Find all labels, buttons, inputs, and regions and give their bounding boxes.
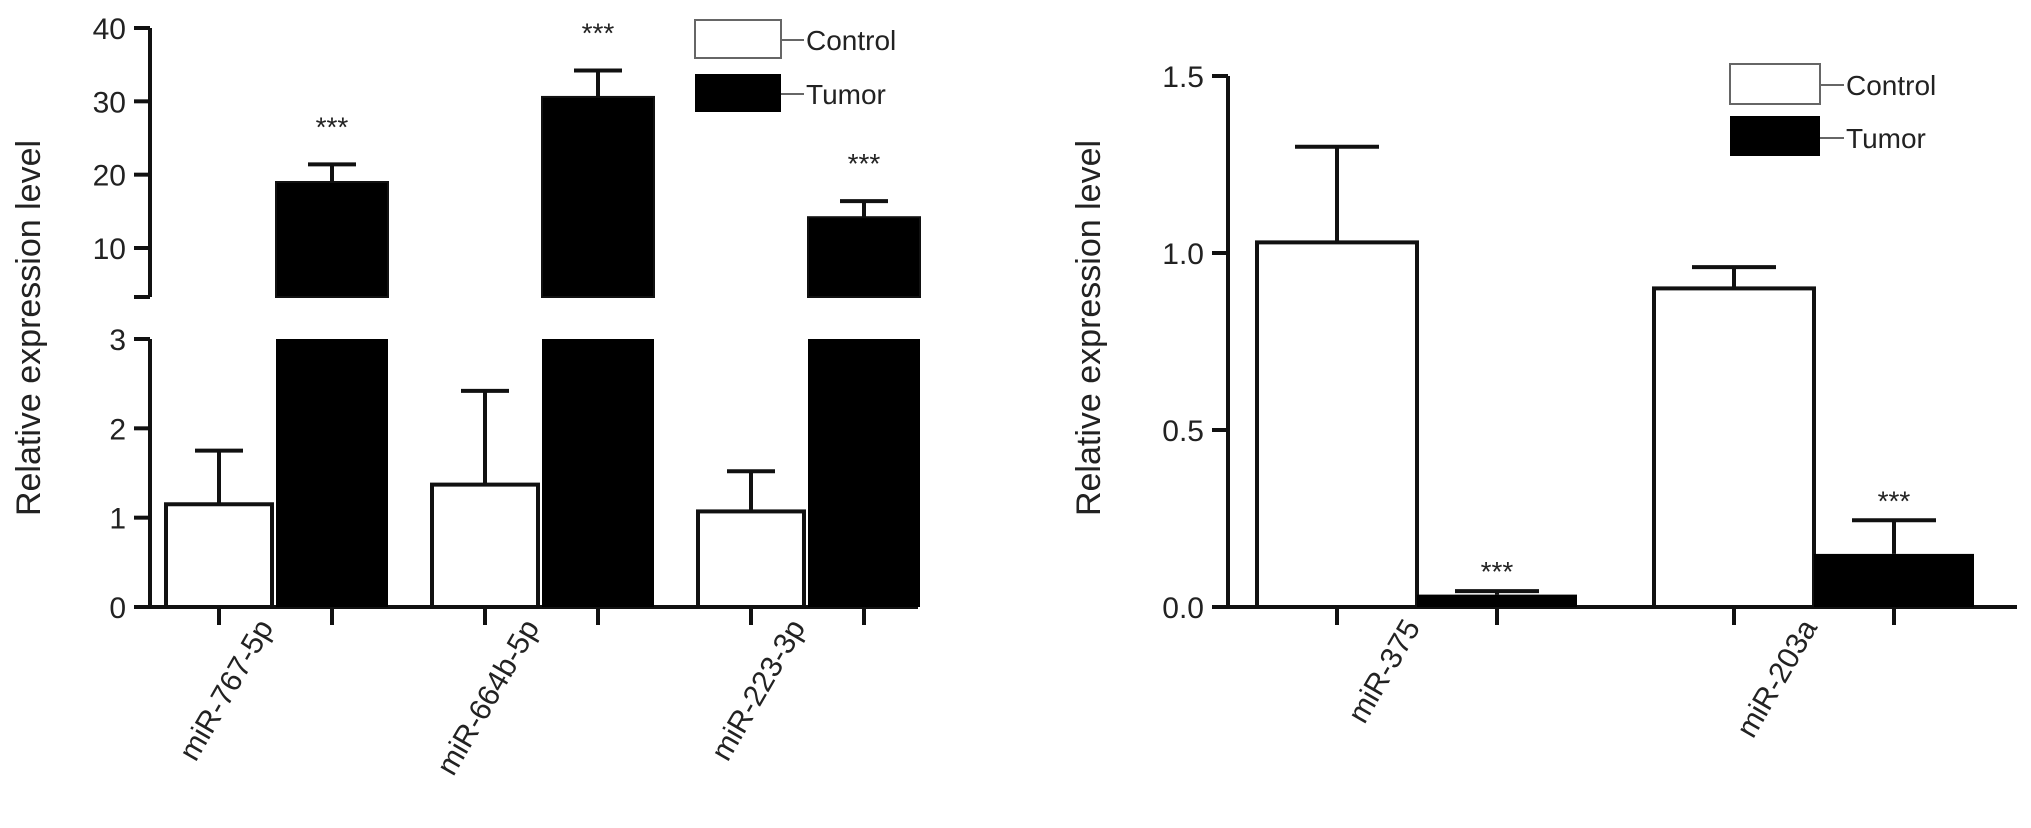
y-tick-label: 3 [109, 324, 126, 357]
legend-swatch-control [694, 19, 782, 59]
significance-label: *** [582, 18, 615, 49]
bar-tumor-upper [807, 216, 921, 298]
y-tick-label: 0.0 [1162, 592, 1204, 625]
legend-label-control: Control [806, 25, 896, 56]
bar-control [430, 482, 540, 610]
x-tick-label: miR-223-3p [705, 614, 812, 766]
significance-label: *** [1481, 556, 1514, 587]
legend-label-tumor: Tumor [1846, 123, 1926, 154]
significance-label: *** [316, 111, 349, 142]
bar-tumor-upper [275, 181, 389, 298]
legend-label-control: Control [1846, 70, 1936, 101]
left-chart-panel: 0 1 2 3 10 20 30 40 Relative expression level ***… [10, 13, 921, 781]
legend-label-tumor: Tumor [806, 79, 886, 110]
y-tick-label: 2 [109, 413, 126, 446]
x-tick-label: miR-664b-5p [431, 614, 546, 781]
y-tick-label: 10 [93, 233, 126, 266]
bar-tumor-lower [542, 339, 654, 607]
bar-control [164, 502, 274, 609]
y-tick-label: 1.5 [1162, 61, 1204, 94]
y-tick-label: 1.0 [1162, 238, 1204, 271]
y-axis-label: Relative expression level [1070, 140, 1108, 516]
significance-label: *** [1878, 485, 1911, 516]
bar-tumor [1814, 553, 1974, 607]
right-chart-panel: 0.0 0.5 1.0 1.5 Relative expression level ***… [1070, 61, 2017, 743]
x-tick-label: miR-375 [1342, 614, 1427, 729]
bar-tumor [1417, 594, 1577, 607]
bar-control [696, 509, 806, 609]
y-tick-label: 0.5 [1162, 415, 1204, 448]
bar-tumor-lower [276, 339, 388, 607]
legend-swatch-tumor [1730, 116, 1820, 156]
y-tick-label: 40 [93, 13, 126, 46]
bar-tumor-lower [808, 339, 920, 607]
x-tick-label: miR-203a [1730, 614, 1824, 743]
y-tick-label: 1 [109, 503, 126, 536]
y-axis-label: Relative expression level [10, 140, 48, 516]
legend-swatch-tumor [695, 74, 781, 112]
significance-label: *** [848, 148, 881, 179]
bar-control [1652, 286, 1816, 609]
bar-control [1255, 240, 1419, 609]
legend-swatch-control [1729, 63, 1821, 105]
bar-tumor-upper [541, 95, 655, 298]
y-tick-label: 20 [93, 160, 126, 193]
x-tick-label: miR-767-5p [173, 614, 280, 766]
y-tick-label: 30 [93, 86, 126, 119]
y-tick-label: 0 [109, 592, 126, 625]
